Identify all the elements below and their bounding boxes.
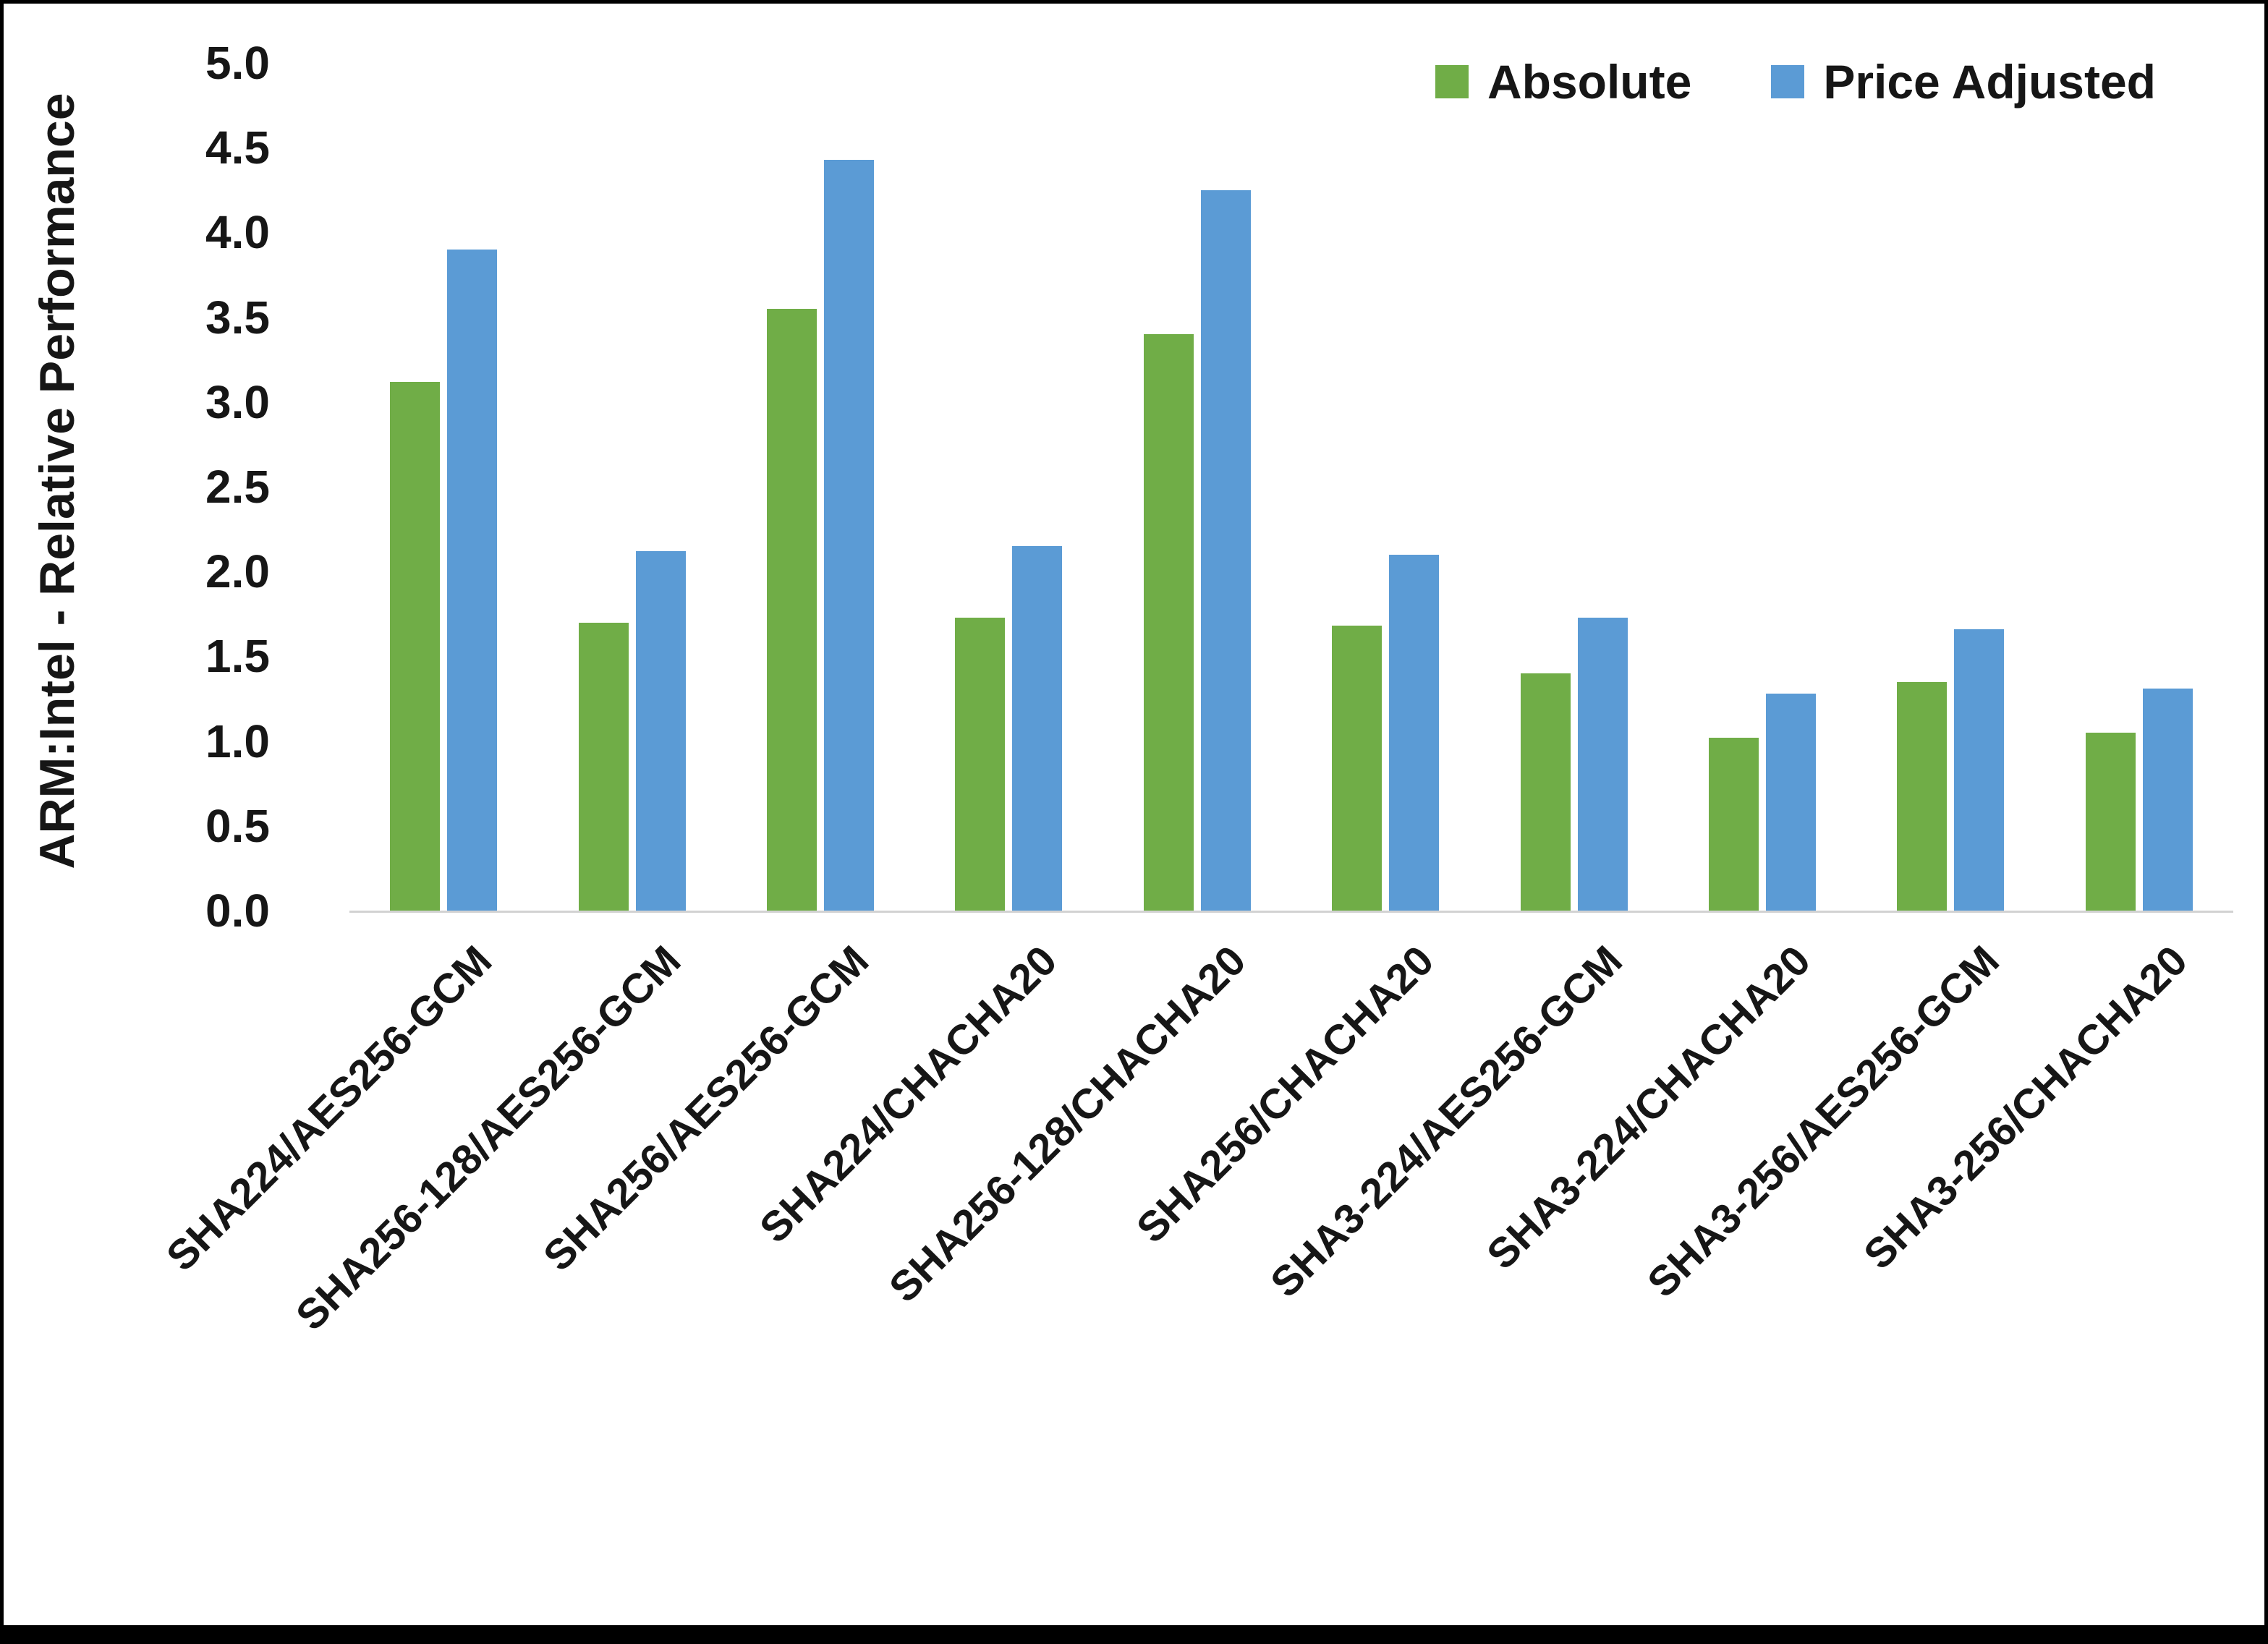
x-tick-label: SHA256-128/CHACHA20 bbox=[880, 937, 1255, 1312]
bar-absolute bbox=[2085, 732, 2136, 911]
bar-price-adjusted bbox=[1954, 629, 2005, 911]
bar-price-adjusted bbox=[824, 159, 875, 911]
y-tick-label: 0.0 bbox=[205, 885, 270, 937]
bar-price-adjusted bbox=[635, 551, 686, 911]
bar-group-sha256-128-aes256-gcm bbox=[538, 63, 726, 911]
y-tick-label: 1.0 bbox=[205, 715, 270, 767]
x-tick-label: SHA256/AES256-GCM bbox=[534, 937, 878, 1280]
y-tick-label: 1.5 bbox=[205, 630, 270, 683]
y-tick-label: 2.0 bbox=[205, 545, 270, 598]
bar-group-sha256-aes256-gcm bbox=[726, 63, 914, 911]
bar-absolute bbox=[390, 381, 441, 911]
bar-absolute bbox=[1897, 681, 1948, 911]
bar-group-sha3-256-chacha20 bbox=[2045, 63, 2233, 911]
x-tick-label: SHA3-224/CHACHA20 bbox=[1478, 937, 1820, 1279]
bar-group-sha3-224-chacha20 bbox=[1668, 63, 1856, 911]
bar-group-sha224-chacha20 bbox=[914, 63, 1103, 911]
bar-absolute bbox=[1332, 626, 1383, 911]
bar-absolute bbox=[1520, 673, 1571, 911]
bar-group-sha3-256-aes256-gcm bbox=[1856, 63, 2044, 911]
bar-price-adjusted bbox=[2142, 688, 2193, 911]
x-tick-label: SHA3-256/AES256-GCM bbox=[1638, 937, 2008, 1307]
bar-absolute bbox=[955, 617, 1006, 911]
y-tick-label: 4.0 bbox=[205, 206, 270, 259]
y-axis-ticks: 0.0 0.5 1.0 1.5 2.0 2.5 3.0 3.5 4.0 4.5 5.0 bbox=[4, 40, 270, 934]
legend: Absolute Price Adjusted bbox=[1435, 54, 2156, 109]
legend-item-price-adjusted: Price Adjusted bbox=[1771, 54, 2156, 109]
y-tick-label: 3.0 bbox=[205, 375, 270, 428]
legend-label-absolute: Absolute bbox=[1487, 55, 1692, 108]
bar-price-adjusted bbox=[1766, 693, 1817, 911]
y-tick-label: 3.5 bbox=[205, 291, 270, 344]
x-tick-label: SHA224/AES256-GCM bbox=[157, 937, 501, 1280]
x-axis-labels: SHA224/AES256-GCM SHA256-128/AES256-GCM SH… bbox=[158, 913, 2233, 1462]
y-tick-label: 4.5 bbox=[205, 122, 270, 174]
legend-swatch-absolute bbox=[1435, 65, 1469, 98]
bar-absolute bbox=[1709, 737, 1759, 911]
bar-price-adjusted bbox=[1200, 189, 1251, 911]
plot-area bbox=[349, 63, 2233, 913]
y-tick-label: 0.5 bbox=[205, 799, 270, 852]
legend-item-absolute: Absolute bbox=[1435, 54, 1691, 109]
y-tick-label: 5.0 bbox=[205, 37, 270, 89]
bar-group-sha224-aes256-gcm bbox=[349, 63, 538, 911]
x-tick-label: SHA3-256/CHACHA20 bbox=[1854, 937, 2197, 1279]
x-tick-label: SHA256-128/AES256-GCM bbox=[286, 937, 689, 1340]
bar-price-adjusted bbox=[1012, 546, 1063, 911]
bar-absolute bbox=[767, 308, 817, 911]
legend-label-price-adjusted: Price Adjusted bbox=[1823, 55, 2156, 108]
bar-group-sha3-224-aes256-gcm bbox=[1479, 63, 1668, 911]
bar-group-sha256-chacha20 bbox=[1291, 63, 1479, 911]
y-tick-label: 2.5 bbox=[205, 461, 270, 513]
bar-absolute bbox=[1143, 334, 1194, 911]
bar-price-adjusted bbox=[1577, 617, 1628, 911]
bar-price-adjusted bbox=[447, 249, 498, 911]
bar-absolute bbox=[578, 622, 629, 911]
legend-swatch-price-adjusted bbox=[1771, 65, 1805, 98]
x-tick-label: SHA3-224/AES256-GCM bbox=[1261, 937, 1631, 1307]
bar-group-sha256-128-chacha20 bbox=[1103, 63, 1291, 911]
bar-price-adjusted bbox=[1389, 554, 1440, 911]
